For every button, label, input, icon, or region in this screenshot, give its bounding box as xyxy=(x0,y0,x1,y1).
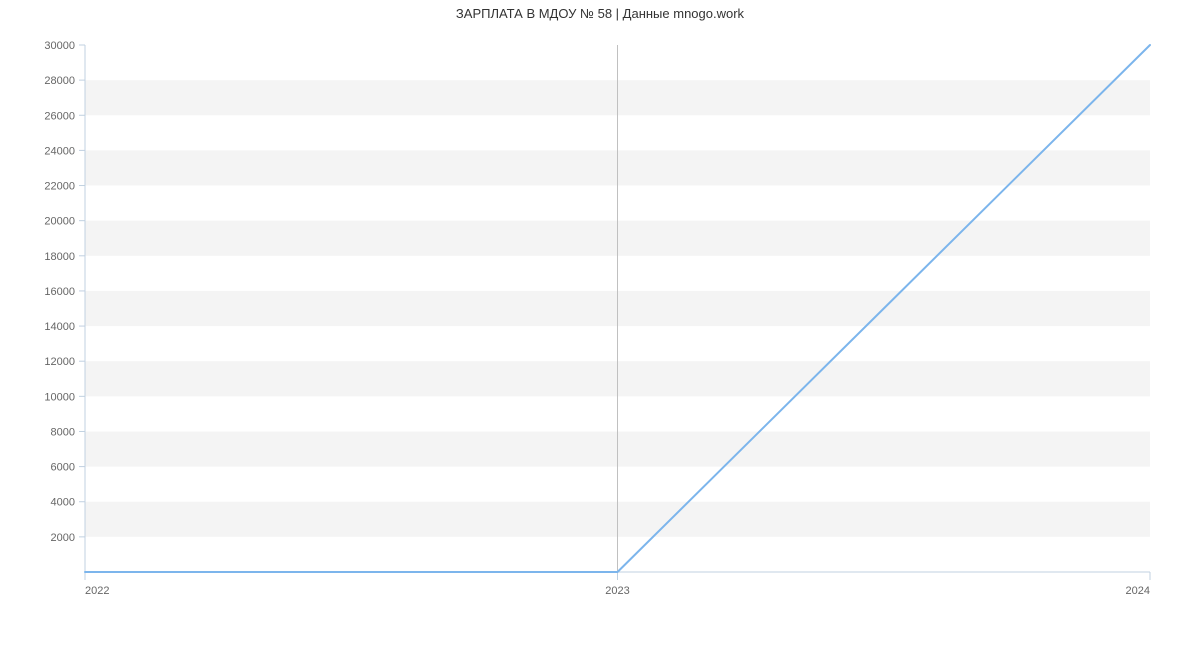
x-tick-label: 2023 xyxy=(605,585,629,597)
y-tick-label: 2000 xyxy=(51,532,75,544)
y-tick-label: 14000 xyxy=(44,321,75,333)
y-tick-label: 30000 xyxy=(44,40,75,52)
line-chart: 2000 4000 6000 8000 10000 12000 14000 16000 1800… xyxy=(0,0,1200,650)
chart-title: ЗАРПЛАТА В МДОУ № 58 | Данные mnogo.work xyxy=(0,6,1200,21)
y-tick-label: 8000 xyxy=(51,426,75,438)
x-tick-label: 2024 xyxy=(1126,585,1150,597)
y-tick-label: 16000 xyxy=(44,286,75,298)
y-tick-label: 28000 xyxy=(44,75,75,87)
x-tick-label: 2022 xyxy=(85,585,109,597)
y-tick-label: 20000 xyxy=(44,216,75,228)
y-tick-label: 18000 xyxy=(44,251,75,263)
y-tick-label: 12000 xyxy=(44,356,75,368)
y-tick-label: 10000 xyxy=(44,391,75,403)
y-tick-label: 22000 xyxy=(44,181,75,193)
y-tick-label: 4000 xyxy=(51,497,75,509)
y-tick-label: 6000 xyxy=(51,462,75,474)
y-tick-label: 26000 xyxy=(44,110,75,122)
y-tick-label: 24000 xyxy=(44,145,75,157)
